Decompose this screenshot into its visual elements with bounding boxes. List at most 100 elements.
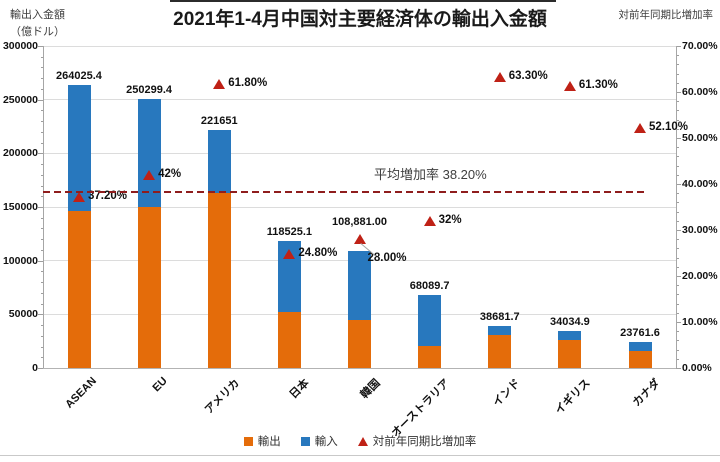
pct-axis-minor-tick [676, 110, 679, 112]
left-axis-unit: （億ドル） [10, 26, 65, 38]
chart-title: 2021年1-4月中国対主要経済体の輸出入金額 [173, 9, 547, 30]
bar-total-label: 108,881.00 [331, 216, 388, 229]
pct-axis-minor-tick [676, 266, 679, 268]
bar-export-segment [488, 335, 512, 368]
pct-axis-minor-tick [676, 165, 679, 167]
y-axis-minor-tick [41, 88, 43, 90]
y-axis-minor-tick [41, 357, 43, 359]
pct-axis-minor-tick [676, 64, 679, 66]
grid-line [43, 99, 676, 101]
pct-axis-minor-tick [676, 82, 679, 84]
legend-growth-label: 対前年同期比増加率 [372, 436, 477, 448]
category-label: アメリカ [202, 377, 242, 417]
legend-item-growth: 対前年同期比増加率 [357, 433, 477, 449]
growth-label: 32% [438, 213, 462, 226]
chart-legend: 輸出 輸入 対前年同期比増加率 [0, 433, 720, 449]
y-axis-minor-tick [41, 196, 43, 198]
pct-axis-minor-tick [676, 248, 679, 250]
growth-label: 42% [158, 167, 182, 180]
pct-axis-minor-tick [676, 312, 679, 314]
bar-total-label: 221651 [200, 115, 238, 128]
pct-axis-tick-label: 50.00% [682, 132, 718, 144]
y-axis-line [43, 46, 44, 368]
category-label: カナダ [630, 377, 663, 409]
pct-axis-minor-tick [676, 303, 679, 305]
pct-axis-minor-tick [676, 239, 679, 241]
bar-export-segment [137, 207, 161, 368]
y-axis-tick [38, 46, 43, 47]
y-axis-minor-tick [41, 217, 43, 219]
pct-axis-minor-tick [676, 193, 679, 195]
pct-axis-tick-label: 60.00% [682, 86, 718, 98]
y-axis-tick [38, 260, 43, 262]
pct-axis-tick-label: 70.00% [682, 40, 718, 52]
growth-marker-icon [493, 71, 506, 82]
bar-total-label: 38681.7 [479, 311, 520, 324]
category-label: 日本 [287, 377, 312, 402]
y-axis-tick [38, 153, 43, 155]
left-axis-title: 輸出入金額 [10, 9, 65, 21]
bar-import-segment [207, 130, 231, 193]
pct-axis-minor-tick [676, 55, 679, 57]
y-axis-tick-label: 150000 [2, 201, 38, 213]
bar-total-label: 34034.9 [549, 316, 590, 329]
pct-axis-tick-label: 30.00% [682, 224, 718, 236]
pct-axis-minor-tick [676, 294, 679, 296]
top-border-line [170, 0, 556, 2]
category-label: ASEAN [63, 375, 100, 411]
pct-axis-minor-tick [676, 257, 679, 259]
pct-axis-minor-tick [676, 358, 679, 360]
y-axis-minor-tick [41, 121, 43, 123]
bar-export-segment [67, 211, 91, 368]
bar-export-segment [558, 339, 582, 368]
pct-axis-minor-tick [676, 331, 679, 333]
legend-item-export: 輸出 [243, 433, 281, 449]
pct-axis-minor-tick [676, 128, 679, 130]
growth-marker-icon [423, 215, 436, 226]
bar-total-label: 118525.1 [266, 225, 313, 238]
category-label: オーストラリア [389, 377, 453, 440]
grid-line [43, 45, 676, 47]
y-axis-minor-tick [41, 249, 43, 251]
growth-label: 63.30% [508, 69, 548, 82]
pct-axis-tick [676, 138, 681, 139]
bar-import-segment [348, 251, 371, 320]
growth-marker-icon [353, 234, 366, 245]
bar-import-segment [488, 326, 512, 336]
pct-axis-minor-tick [676, 202, 679, 204]
growth-marker-icon [213, 78, 226, 89]
pct-axis-minor-tick [676, 174, 679, 176]
pct-axis-tick [676, 230, 681, 231]
bottom-separator-line [0, 455, 720, 456]
growth-label: 24.80% [298, 246, 338, 259]
y-axis-minor-tick [41, 346, 43, 348]
y-axis-tick [38, 314, 43, 316]
pct-axis-minor-tick [676, 156, 679, 158]
grid-line [43, 206, 676, 208]
grid-line [43, 367, 676, 369]
y-axis-minor-tick [41, 174, 43, 176]
pct-axis-tick [676, 92, 681, 93]
y-axis-minor-tick [41, 131, 43, 133]
growth-marker-icon [73, 191, 85, 202]
bar-import-segment [418, 294, 442, 346]
legend-import-label: 輸入 [314, 436, 338, 448]
y-axis-minor-tick [41, 303, 43, 305]
growth-label: 61.80% [228, 76, 268, 89]
y-axis-minor-tick [41, 185, 43, 187]
pct-axis-line [676, 46, 677, 368]
category-label: 韓国 [358, 377, 383, 402]
pct-axis-minor-tick [676, 119, 679, 121]
pct-axis-tick-label: 40.00% [682, 178, 718, 190]
y-axis-minor-tick [41, 228, 43, 230]
export-swatch-icon [243, 436, 253, 446]
y-axis-tick [38, 99, 43, 101]
pct-axis-minor-tick [676, 285, 679, 287]
legend-item-import: 輸入 [300, 433, 338, 449]
growth-label: 28.00% [367, 252, 407, 265]
bar-export-segment [348, 320, 371, 368]
category-label: EU [150, 375, 170, 395]
import-swatch-icon [300, 436, 310, 446]
y-axis-tick-label: 50000 [8, 308, 38, 321]
bar-import-segment [558, 331, 582, 340]
